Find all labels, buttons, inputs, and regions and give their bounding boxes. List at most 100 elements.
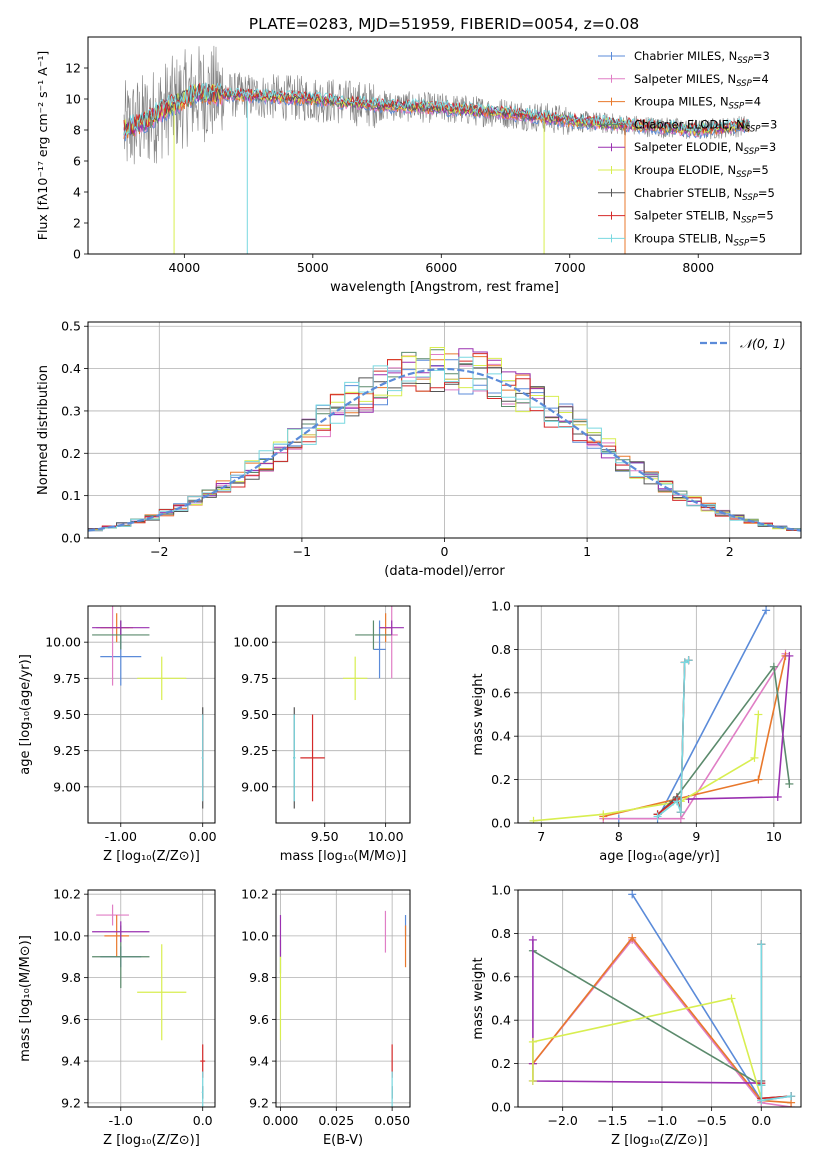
x-tick-label: 8 (615, 829, 623, 844)
gaussian-curve (88, 367, 801, 532)
point-kroupa-stelib (201, 714, 204, 802)
y-axis-label: Normed distribution (36, 365, 51, 495)
y-tick-label: 6 (73, 154, 81, 169)
y-axis-label: mass weight (471, 957, 486, 1039)
plot-area (92, 606, 204, 809)
series-marker (754, 710, 763, 719)
x-tick-label: −1.5 (597, 1113, 627, 1128)
series-marker (773, 792, 782, 801)
y-tick-label: 9.2 (249, 1095, 269, 1110)
legend-entry: Salpeter ELODIE, NSSP=3 (634, 140, 776, 157)
x-tick-label: -1.00 (105, 829, 137, 844)
x-tick-label: 10.00 (368, 829, 404, 844)
series-marker (762, 606, 771, 615)
panel-age-vs-mass: 9.50 10.00 9.00 9.25 9.50 9.75 10.00 mass [log₁… (233, 605, 411, 864)
y-tick-label: 9.00 (53, 779, 81, 794)
panel-spectrum: 4000 5000 6000 7000 8000 0 2 4 6 8 10 12 wavelength … (35, 36, 802, 295)
series-marker (628, 890, 637, 899)
x-axis-label: Z [log₁₀(Z/Z⊙)] (611, 1133, 708, 1148)
x-tick-label: 4000 (168, 260, 200, 275)
x-tick-label: 0.050 (374, 1113, 410, 1128)
x-tick-label: 0.000 (263, 1113, 299, 1128)
legend-entry: Kroupa MILES, NSSP=4 (634, 95, 761, 112)
series-chabrier-elodie (532, 950, 762, 1086)
series-marker (750, 753, 759, 762)
panel-mass-vs-z: -1.0 0.0 9.2 9.4 9.6 9.8 10.0 10.2 Z [log₁₀(Z/Z⊙… (18, 887, 216, 1148)
legend-entry: 𝒩(0, 1) (740, 336, 786, 351)
y-tick-label: 9.75 (53, 671, 81, 686)
panel-age-vs-z: -1.00 0.00 9.00 9.25 9.50 9.75 10.00 Z [log₁₀(Z… (18, 605, 217, 864)
point-kroupa-elodie (343, 656, 368, 701)
plot-area (293, 606, 404, 809)
y-tick-label: 0.0 (491, 1100, 511, 1115)
series-salpeter-elodie (532, 939, 762, 1084)
y-tick-label: 0.2 (61, 446, 81, 461)
x-axis-label: (data-model)/error (384, 564, 505, 579)
x-tick-label: 6000 (425, 260, 457, 275)
x-axis-label: age [log₁₀(age/yr)] (599, 849, 720, 864)
x-tick-label: 10 (766, 829, 782, 844)
series-kroupa-miles (532, 936, 792, 1104)
point-kroupa-stelib (201, 1071, 204, 1107)
series-marker (757, 1081, 766, 1090)
x-axis-label: E(B-V) (323, 1133, 363, 1148)
histogram-salpeter-stelib (88, 353, 801, 532)
series-marker (628, 933, 637, 942)
series-marker (528, 1076, 537, 1085)
y-tick-label: 9.8 (249, 970, 269, 985)
y-tick-label: 0.5 (61, 319, 81, 334)
x-tick-label: 2 (726, 544, 734, 559)
x-tick-label: 7 (537, 829, 545, 844)
y-tick-label: 10.00 (45, 635, 81, 650)
y-tick-label: 9.50 (241, 707, 269, 722)
series-marker (785, 779, 794, 788)
series-marker (672, 797, 681, 806)
series-marker (757, 1096, 766, 1105)
y-tick-label: 9.25 (53, 743, 81, 758)
series-marker (684, 656, 693, 665)
y-tick-label: 0.6 (491, 969, 511, 984)
y-tick-label: 0.6 (491, 685, 511, 700)
panel-mass-vs-ebv: 0.000 0.025 0.050 9.2 9.4 9.6 9.8 10.0 10.2 E(B-V… (241, 887, 411, 1148)
x-tick-label: −2.0 (548, 1113, 578, 1128)
panel-residuals: −2 −1 0 1 2 0.0 0.1 0.2 0.3 0.4 0.5 (data-model)/er… (36, 319, 802, 579)
x-tick-label: −0.5 (696, 1113, 726, 1128)
axes-frame (517, 605, 802, 824)
axes-frame (87, 36, 802, 255)
legend: 𝒩(0, 1) (700, 336, 786, 351)
point-salpeter-elodie (92, 921, 150, 943)
y-tick-label: 2 (73, 216, 81, 231)
x-tick-label: -1.0 (109, 1113, 133, 1128)
legend-entry: Kroupa STELIB, NSSP=5 (634, 231, 766, 248)
x-axis-label: Z [log₁₀(Z/Z⊙)] (103, 1133, 200, 1148)
y-tick-label: 9.25 (241, 743, 269, 758)
y-tick-label: 10.2 (53, 887, 81, 902)
x-tick-label: 0.0 (193, 1113, 213, 1128)
x-tick-label: 1 (583, 544, 591, 559)
legend-entry: Chabrier STELIB, NSSP=5 (634, 186, 775, 203)
plot-area (123, 45, 751, 254)
point-chabrier-miles (373, 620, 386, 679)
legend-entry: Kroupa ELODIE, NSSP=5 (634, 163, 769, 180)
y-tick-label: 9.8 (61, 970, 81, 985)
y-tick-label: 0 (73, 247, 81, 262)
y-axis-label: age [log₁₀(age/yr)] (18, 654, 33, 775)
plot-area (88, 347, 801, 532)
series-marker (680, 658, 689, 667)
series-marker (727, 994, 736, 1003)
x-axis-label: mass [log₁₀(M/M⊙)] (280, 849, 407, 864)
series-marker (528, 1037, 537, 1046)
x-tick-label: 9 (692, 829, 700, 844)
panel-weight-vs-z: −2.0 −1.5 −1.0 −0.5 0.0 0.0 0.2 0.4 0.6 0.8 1.0 Z [… (471, 883, 802, 1148)
series-chabrier-stelib (760, 944, 792, 1100)
y-tick-label: 0.4 (61, 361, 81, 376)
series-marker (528, 935, 537, 944)
y-tick-label: 0.0 (61, 531, 81, 546)
plot-area (279, 910, 407, 1107)
series-chabrier-elodie (672, 664, 791, 802)
series-kroupa-elodie (533, 714, 760, 822)
y-tick-label: 4 (73, 185, 81, 200)
y-tick-label: 9.00 (241, 779, 269, 794)
y-tick-label: 0.4 (491, 1013, 511, 1028)
y-tick-label: 1.0 (491, 883, 511, 898)
